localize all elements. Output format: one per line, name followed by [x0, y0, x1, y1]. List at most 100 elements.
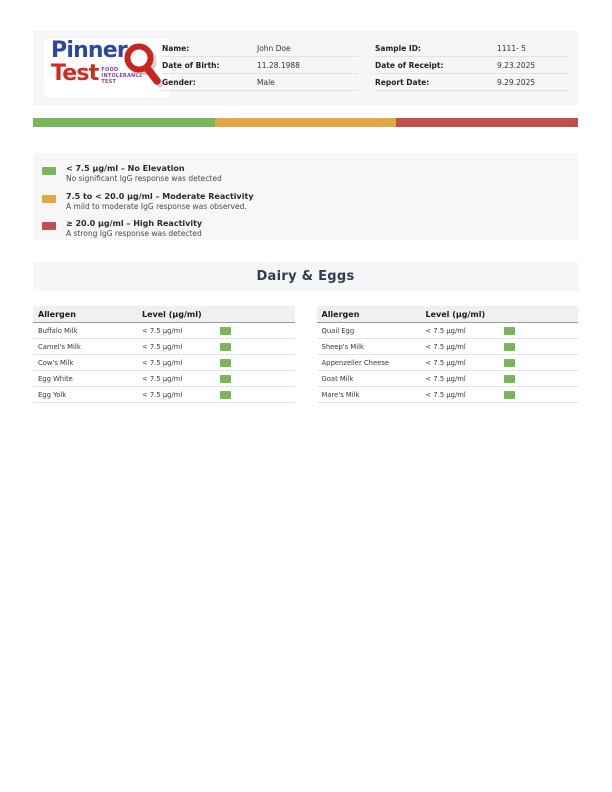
level-color-swatch-icon — [220, 390, 231, 399]
field-label: Name: — [162, 43, 190, 53]
level-swatch-cell — [503, 326, 579, 335]
legend-description: A mild to moderate IgG response was obse… — [66, 201, 247, 211]
field-value: 9.23.2025 — [497, 60, 536, 70]
level-color-swatch-icon — [503, 374, 515, 383]
table-header-row: Allergen Level (µg/ml) — [316, 306, 578, 323]
pinner-test-logo: Pinner Test FOOD INTOLERANCE TEST — [44, 39, 170, 97]
info-row-dob: Date of Birth: 11.28.1988 — [162, 57, 358, 74]
field-label: Report Date: — [375, 77, 430, 87]
allergen-name: Camel's Milk — [38, 342, 81, 351]
sample-info: Sample ID: 1111- 5 Date of Receipt: 9.23… — [375, 40, 569, 91]
legend-description: A strong IgG response was detected — [66, 229, 202, 239]
scale-segment-green — [33, 118, 215, 127]
level-color-swatch-icon — [503, 342, 515, 351]
report-header: Pinner Test FOOD INTOLERANCE TEST Name: … — [33, 31, 578, 105]
level-value: < 7.5 µg/ml — [142, 374, 183, 383]
legend-text: 7.5 to < 20.0 µg/ml – Moderate Reactivit… — [66, 192, 254, 213]
allergen-name: Quail Egg — [321, 326, 355, 335]
section-header: Dairy & Eggs — [33, 262, 578, 291]
patient-info: Name: John Doe Date of Birth: 11.28.1988… — [162, 40, 358, 91]
allergen-name: Appenzeller Cheese — [321, 358, 390, 367]
table-body: Buffalo Milk < 7.5 µg/ml Camel's Milk < 7.5… — [33, 323, 295, 403]
allergen-name: Goat Milk — [321, 374, 354, 383]
scale-segment-red — [396, 118, 579, 127]
field-value: John Doe — [257, 43, 291, 53]
allergen-table-right: Allergen Level (µg/ml) Quail Egg < 7.5 µg… — [316, 306, 579, 403]
level-color-swatch-icon — [220, 326, 231, 335]
logo-word-pinner: Pinner — [51, 38, 128, 63]
allergen-tables: Allergen Level (µg/ml) Buffalo Milk < 7.5… — [33, 306, 578, 403]
table-row: Sheep's Milk < 7.5 µg/ml — [316, 339, 579, 355]
legend-text: ≥ 20.0 µg/ml – High Reactivity A strong … — [66, 219, 202, 240]
legend: < 7.5 µg/ml – No Elevation No significan… — [33, 153, 578, 240]
allergen-name: Buffalo Milk — [38, 326, 78, 335]
level-color-swatch-icon — [503, 326, 515, 335]
level-value: < 7.5 µg/ml — [425, 374, 466, 383]
legend-description: No significant IgG response was detected — [66, 174, 222, 184]
allergen-table-left: Allergen Level (µg/ml) Buffalo Milk < 7.5… — [33, 306, 295, 403]
info-row-report-date: Report Date: 9.29.2025 — [375, 74, 569, 91]
table-row: Cow's Milk < 7.5 µg/ml — [33, 355, 295, 371]
logo-second-line: Test FOOD INTOLERANCE TEST — [51, 63, 143, 85]
field-value: 1111- 5 — [497, 43, 526, 53]
level-swatch-cell — [220, 390, 295, 399]
info-row-gender: Gender: Male — [162, 74, 358, 91]
level-swatch-cell — [503, 374, 579, 383]
legend-title: < 7.5 µg/ml – No Elevation — [66, 164, 185, 173]
field-label: Date of Receipt: — [375, 60, 444, 70]
level-value: < 7.5 µg/ml — [425, 390, 466, 399]
legend-item-no-elevation: < 7.5 µg/ml – No Elevation No significan… — [42, 164, 578, 185]
level-color-swatch-icon — [220, 374, 231, 383]
legend-title: ≥ 20.0 µg/ml – High Reactivity — [66, 219, 203, 229]
info-row-sample-id: Sample ID: 1111- 5 — [375, 40, 569, 57]
level-value: < 7.5 µg/ml — [142, 326, 183, 335]
table-header-row: Allergen Level (µg/ml) — [33, 306, 295, 323]
section-title: Dairy & Eggs — [256, 269, 355, 284]
level-value: < 7.5 µg/ml — [142, 358, 183, 367]
allergen-name: Sheep's Milk — [321, 342, 364, 351]
level-swatch-cell — [503, 342, 579, 351]
level-color-swatch-icon — [220, 342, 231, 351]
level-swatch-cell — [220, 358, 295, 367]
level-swatch-cell — [503, 390, 579, 399]
logo-tagline-line: INTOLERANCE — [101, 72, 143, 79]
reactivity-scale-bar — [33, 118, 579, 127]
table-row: Camel's Milk < 7.5 µg/ml — [33, 339, 295, 355]
level-swatch-cell — [220, 342, 295, 351]
legend-title: 7.5 to < 20.0 µg/ml – Moderate Reactivit… — [66, 191, 254, 201]
field-value: 11.28.1988 — [257, 60, 300, 70]
legend-text: < 7.5 µg/ml – No Elevation No significan… — [66, 164, 222, 185]
level-swatch-cell — [220, 326, 295, 335]
level-color-swatch-icon — [503, 390, 515, 399]
scale-segment-orange — [214, 118, 397, 127]
field-label: Date of Birth: — [162, 60, 220, 70]
level-swatch-cell — [220, 374, 295, 383]
allergen-name: Egg Yolk — [38, 390, 67, 399]
logo-tagline: FOOD INTOLERANCE TEST — [101, 67, 143, 85]
table-body: Quail Egg < 7.5 µg/ml Sheep's Milk < 7.5 µg… — [316, 323, 579, 403]
field-value: 9.29.2025 — [497, 77, 536, 87]
level-value: < 7.5 µg/ml — [142, 390, 183, 399]
level-value: < 7.5 µg/ml — [425, 358, 466, 367]
allergen-name: Egg White — [38, 374, 73, 383]
table-row: Egg Yolk < 7.5 µg/ml — [33, 387, 295, 403]
level-value: < 7.5 µg/ml — [425, 342, 466, 351]
field-label: Sample ID: — [375, 43, 421, 53]
logo-tagline-line: TEST — [101, 78, 117, 85]
green-swatch-icon — [42, 167, 56, 175]
allergen-name: Mare's Milk — [321, 390, 360, 399]
table-row: Appenzeller Cheese < 7.5 µg/ml — [316, 355, 579, 371]
allergen-column-header: Allergen — [321, 309, 360, 319]
table-row: Buffalo Milk < 7.5 µg/ml — [33, 323, 295, 339]
table-row: Mare's Milk < 7.5 µg/ml — [316, 387, 579, 403]
red-swatch-icon — [42, 222, 56, 231]
level-swatch-cell — [503, 358, 579, 367]
info-row-receipt-date: Date of Receipt: 9.23.2025 — [375, 57, 569, 74]
table-row: Quail Egg < 7.5 µg/ml — [316, 323, 579, 339]
level-value: < 7.5 µg/ml — [425, 326, 466, 335]
field-label: Gender: — [162, 77, 196, 87]
level-color-swatch-icon — [503, 358, 515, 367]
level-color-swatch-icon — [220, 358, 231, 367]
allergen-column-header: Allergen — [38, 309, 76, 319]
